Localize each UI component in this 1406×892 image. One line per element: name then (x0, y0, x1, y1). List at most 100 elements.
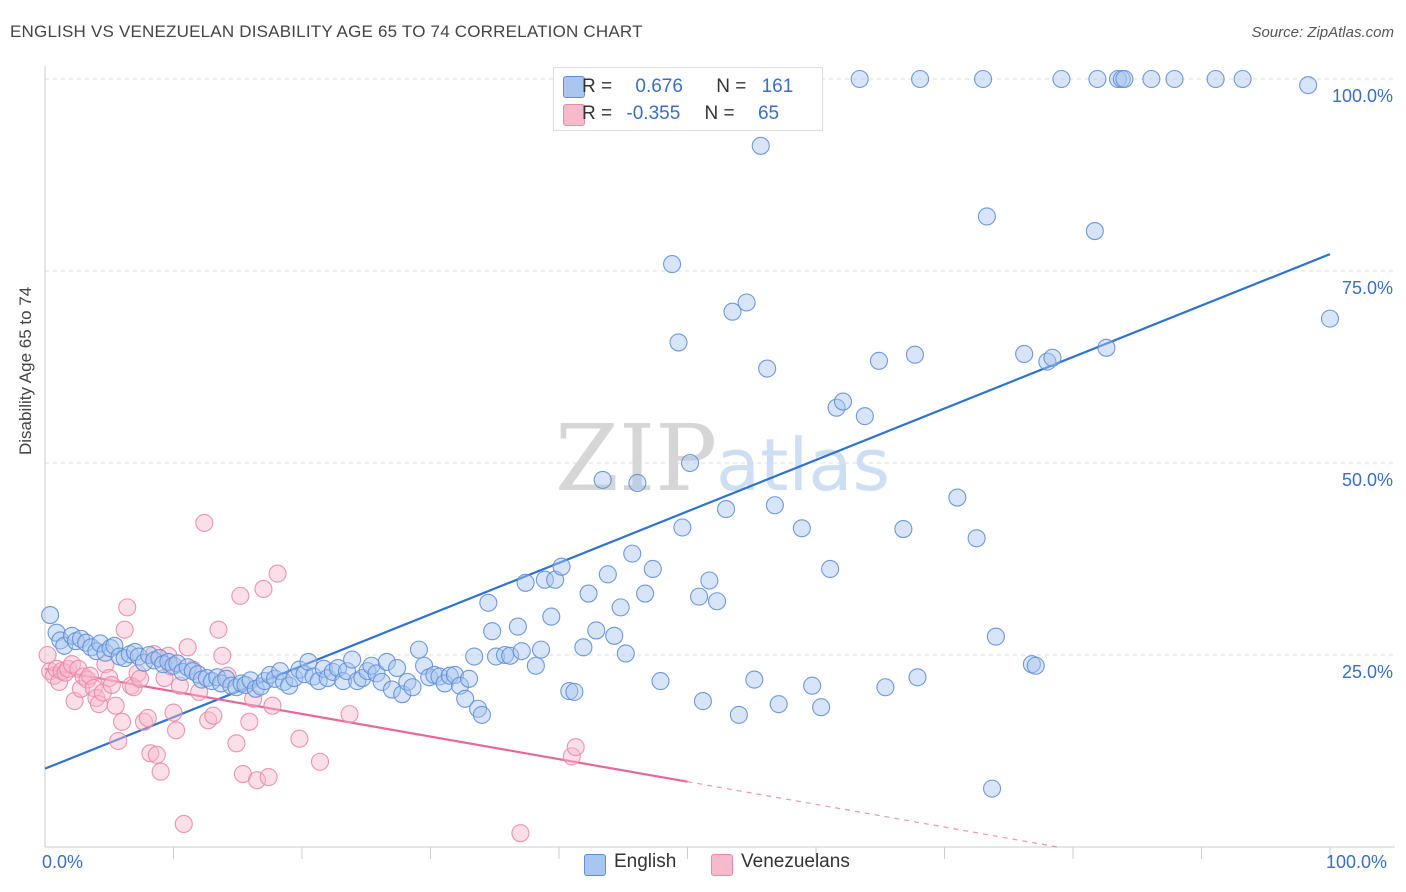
chart-title: ENGLISH VS VENEZUELAN DISABILITY AGE 65 … (10, 22, 643, 41)
english-point (587, 621, 606, 640)
venezuelan-point (170, 676, 189, 695)
english-point (501, 646, 520, 665)
english-point (409, 640, 428, 659)
venezuelan-point (50, 672, 69, 691)
venezuelan-point (178, 638, 197, 657)
english-point (516, 573, 535, 592)
english-point (673, 518, 692, 537)
english-point (803, 676, 822, 695)
venezuelan-r-value: -0.355 (626, 103, 681, 124)
venezuelan-point (113, 712, 132, 731)
english-point (486, 647, 506, 666)
english-point (1108, 69, 1128, 89)
english-points (41, 69, 1340, 798)
venezuelan-n-label: N = (704, 103, 735, 124)
venezuelan-point (115, 620, 134, 639)
english-point (197, 668, 216, 688)
english-point (1206, 69, 1225, 89)
y-tick-labels: 25.0% 50.0% 75.0% 100.0% (1332, 86, 1393, 682)
english-point (483, 622, 502, 641)
english-point (967, 529, 986, 548)
legend-venezuelans-label: Venezuelans (741, 851, 850, 872)
english-point (459, 669, 479, 688)
venezuelan-point (100, 668, 119, 688)
english-stats: R = 0.676 N = 161 (582, 76, 793, 98)
english-point (343, 650, 362, 669)
english-point (456, 689, 475, 708)
venezuelan-point (102, 675, 121, 695)
english-point (565, 682, 584, 701)
english-point (542, 607, 561, 626)
english-point (372, 672, 391, 691)
legend-english-label: English (614, 851, 677, 872)
english-point (651, 672, 670, 691)
english-n-label: N = (716, 76, 747, 97)
legend-english-swatch (584, 854, 606, 876)
english-point (465, 647, 484, 666)
english-point (737, 293, 756, 312)
y-tick-label-100: 100.0% (1332, 86, 1393, 106)
english-point (579, 584, 598, 603)
english-point (1088, 69, 1107, 89)
venezuelan-point (240, 712, 259, 731)
english-point (908, 668, 927, 687)
venezuelan-point (511, 824, 530, 843)
english-point (905, 345, 924, 364)
english-r-value: 0.676 (635, 76, 683, 97)
watermark: ZIPatlas (555, 405, 890, 512)
english-point (526, 656, 545, 675)
venezuelan-point (247, 771, 267, 790)
english-point (758, 359, 777, 378)
english-point (669, 333, 688, 352)
english-point (377, 652, 396, 671)
venezuelan-point (195, 513, 214, 532)
english-point (574, 638, 593, 657)
english-point (700, 571, 719, 590)
english-point (850, 69, 869, 89)
english-point (168, 654, 187, 673)
english-point (398, 672, 417, 691)
english-point (512, 642, 531, 661)
english-point (833, 392, 853, 411)
english-point (445, 665, 464, 685)
english-point (55, 636, 74, 655)
english-point (628, 473, 647, 493)
venezuelan-r-label: R = (582, 103, 613, 124)
y-tick-label-25: 25.0% (1342, 662, 1393, 682)
english-point (812, 698, 831, 717)
venezuelan-point (147, 745, 166, 764)
english-point (1142, 69, 1161, 89)
english-point (552, 557, 571, 576)
venezuelan-point (106, 696, 125, 715)
english-point (911, 69, 930, 89)
english-r-label: R = (582, 76, 613, 97)
english-swatch (563, 76, 585, 98)
english-point (479, 593, 498, 612)
english-point (367, 664, 386, 683)
venezuelan-point (259, 768, 278, 787)
english-point (982, 779, 1002, 798)
venezuelan-point (340, 705, 359, 724)
venezuelan-point (141, 744, 160, 763)
english-point (681, 453, 700, 473)
english-point (41, 606, 60, 625)
english-point (751, 136, 770, 155)
english-point (598, 565, 617, 584)
english-point (91, 634, 110, 653)
english-point (388, 659, 407, 678)
venezuelan-n-value: 65 (757, 103, 780, 124)
english-point (690, 587, 709, 606)
english-point (531, 640, 551, 659)
venezuelan-point (204, 706, 223, 725)
venezuelan-points (38, 513, 585, 843)
english-point (1115, 69, 1134, 89)
venezuelan-point (167, 721, 186, 740)
english-point (1320, 309, 1340, 328)
venezuelan-point (213, 646, 232, 665)
english-point (285, 668, 304, 688)
venezuelan-point (268, 564, 287, 583)
english-point (535, 570, 554, 589)
y-axis-label: Disability Age 65 to 74 (16, 286, 35, 455)
stats-legend: R = 0.676 N = 161 R = -0.355 N = 65 (553, 67, 823, 131)
